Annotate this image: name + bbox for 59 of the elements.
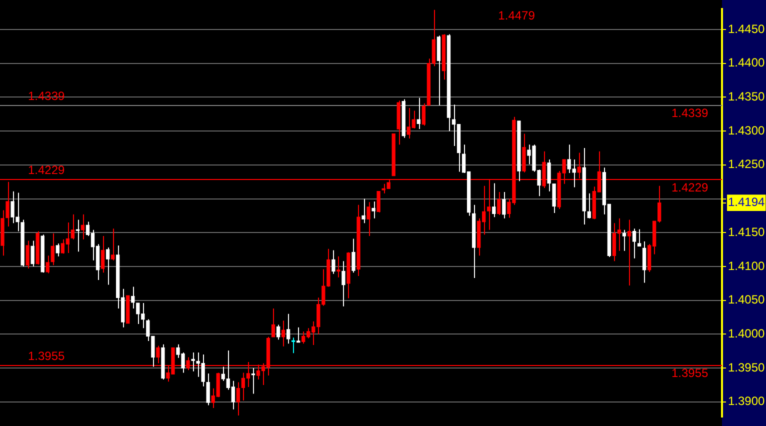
candlestick bbox=[131, 286, 135, 309]
candlestick bbox=[422, 102, 426, 126]
candlestick bbox=[26, 240, 30, 270]
y-tick-label: 1.4250 bbox=[728, 157, 766, 172]
y-tick-label: 1.4100 bbox=[728, 258, 766, 273]
annotation: 1.4479 bbox=[498, 8, 536, 23]
candlestick bbox=[637, 228, 642, 247]
candlestick bbox=[281, 320, 286, 347]
y-tick-label: 1.4150 bbox=[728, 224, 766, 239]
y-tick-label: 1.4450 bbox=[728, 22, 766, 36]
y-tick-label: 1.4194 bbox=[728, 195, 766, 210]
candlestick bbox=[492, 182, 496, 218]
annotation: 1.4229 bbox=[671, 180, 708, 194]
y-tick-label: 1.4400 bbox=[728, 56, 766, 70]
candlestick bbox=[332, 250, 336, 274]
candlestick bbox=[46, 255, 50, 274]
candlestick bbox=[236, 382, 240, 416]
candlestick bbox=[100, 236, 105, 274]
candlestick bbox=[376, 190, 380, 213]
candlestick bbox=[547, 159, 551, 192]
candlestick bbox=[372, 200, 376, 219]
candlestick bbox=[622, 229, 626, 252]
candlestick bbox=[342, 260, 346, 307]
y-tick-label: 1.4350 bbox=[728, 90, 766, 104]
candlestick bbox=[276, 324, 280, 340]
candlestick bbox=[336, 256, 340, 278]
candlestick bbox=[206, 372, 210, 406]
annotation: 1.3955 bbox=[671, 366, 708, 380]
candlestick bbox=[30, 240, 34, 267]
candlestick bbox=[552, 183, 556, 214]
candlestick bbox=[416, 97, 420, 130]
candlestick bbox=[366, 202, 370, 237]
ref-line-label: 1.4339 bbox=[28, 88, 66, 103]
annotation: 1.4339 bbox=[671, 106, 708, 120]
candlestick bbox=[587, 192, 591, 219]
y-tick-label: 1.4300 bbox=[728, 123, 766, 138]
candlestick bbox=[627, 219, 632, 286]
candlestick bbox=[56, 242, 60, 257]
candlestick bbox=[502, 192, 506, 219]
candlestick bbox=[352, 238, 356, 274]
candlestick bbox=[296, 326, 300, 343]
y-tick-label: 1.4000 bbox=[728, 326, 766, 341]
candlestick bbox=[80, 214, 85, 240]
candlestick bbox=[70, 214, 75, 240]
candlestick bbox=[286, 313, 290, 344]
candlestick bbox=[497, 192, 501, 216]
ref-line-label: 1.3955 bbox=[28, 348, 66, 363]
candlestick bbox=[362, 198, 366, 224]
y-tick-label: 1.3950 bbox=[728, 360, 766, 374]
candlestick bbox=[106, 247, 110, 286]
candlestick bbox=[50, 232, 54, 266]
y-tick-label: 1.4050 bbox=[728, 292, 766, 307]
candlestick bbox=[110, 228, 115, 261]
candlestick bbox=[642, 240, 646, 284]
y-tick-label: 1.3900 bbox=[728, 394, 766, 408]
candlestick bbox=[191, 352, 195, 372]
candlestick bbox=[271, 308, 276, 338]
candlestick bbox=[632, 228, 636, 259]
ref-line-label: 1.4229 bbox=[28, 162, 66, 177]
